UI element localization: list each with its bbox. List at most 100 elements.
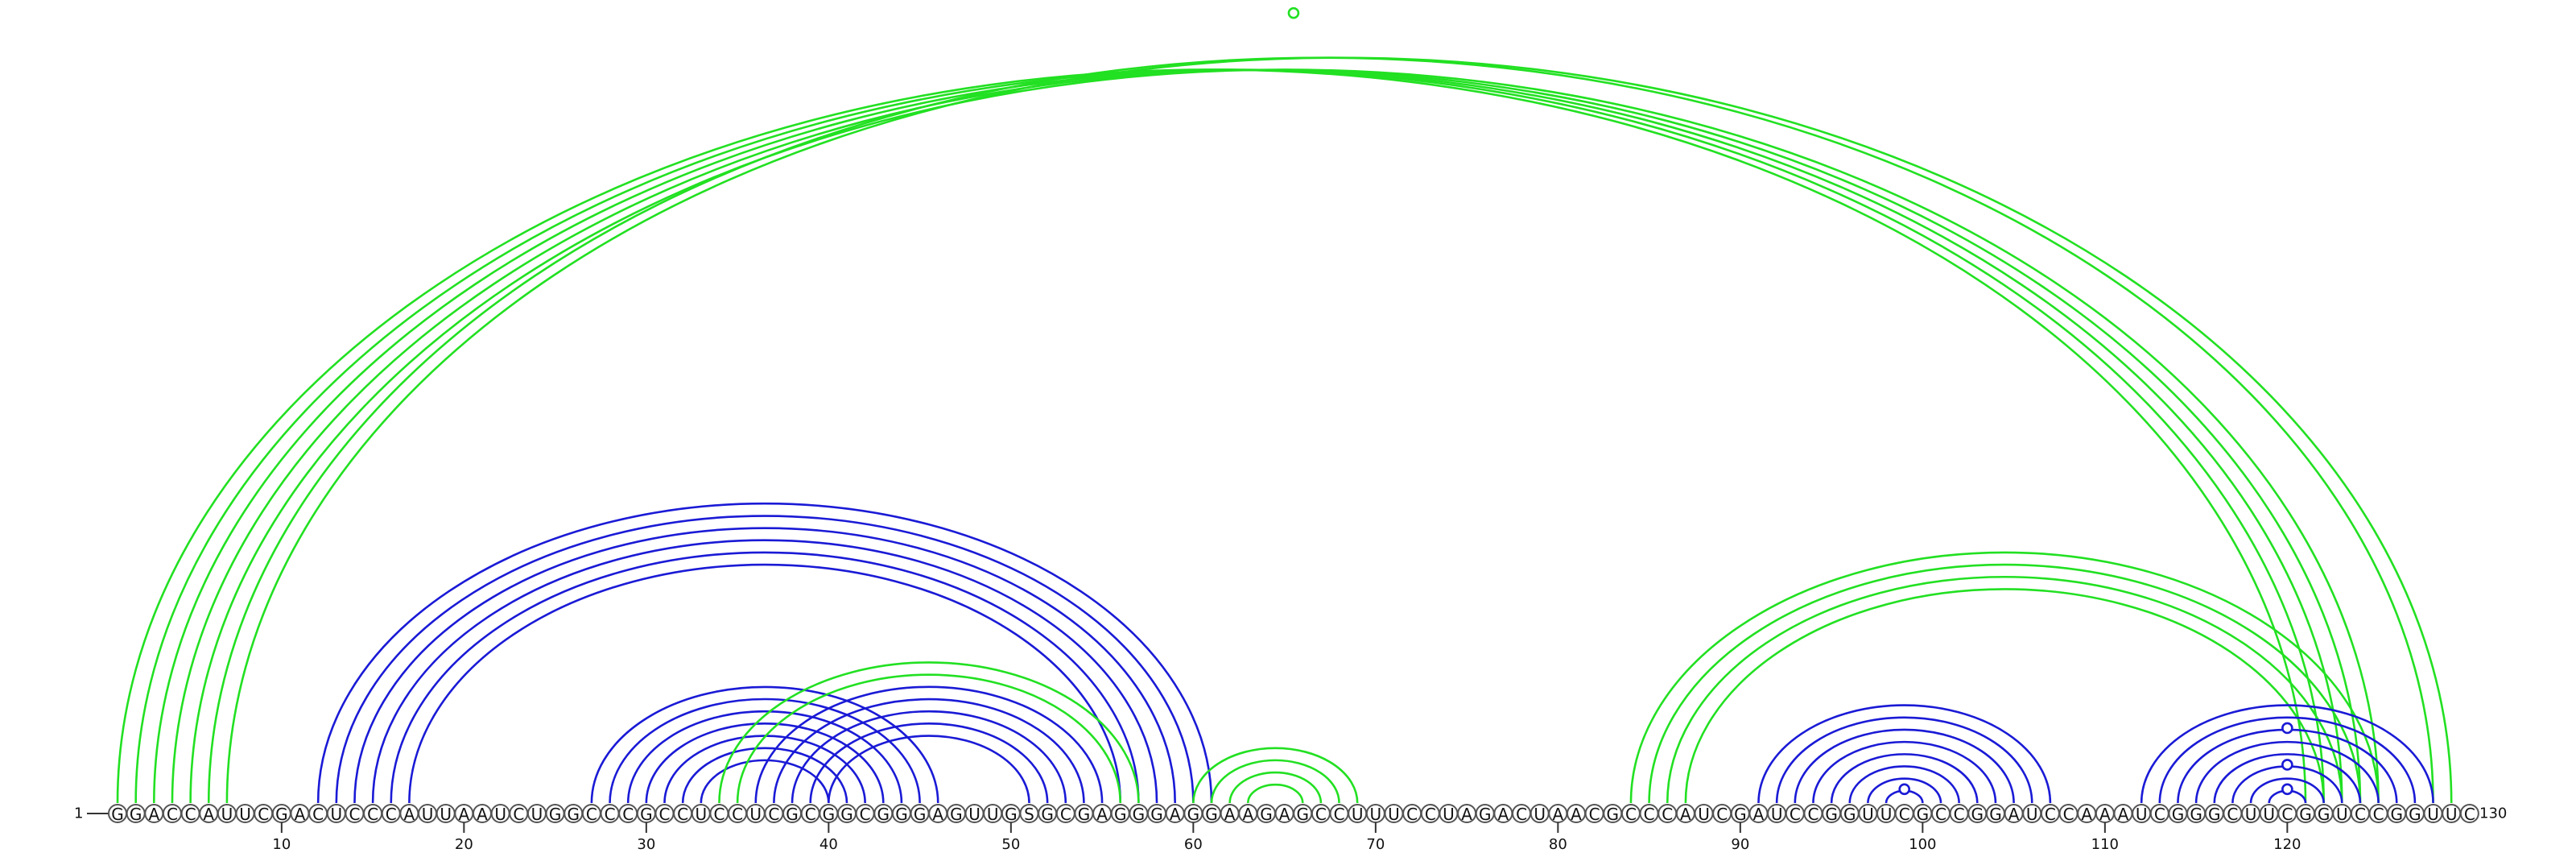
nucleotide: C — [1311, 804, 1331, 824]
nucleotide-letter: C — [1662, 805, 1673, 824]
nucleotide: G — [564, 804, 584, 824]
nucleotide-letter: C — [622, 805, 634, 824]
nucleotide-letter: G — [1133, 805, 1146, 824]
nucleotide: C — [308, 804, 328, 824]
base-pair-arc — [1794, 728, 2015, 804]
base-pair-arc — [1775, 716, 2033, 804]
nucleotide: A — [2077, 804, 2097, 824]
nucleotide-letter: C — [1954, 805, 1965, 824]
tick-label: 40 — [819, 836, 838, 853]
base-pair-arc — [2249, 777, 2325, 804]
nucleotide-letter: G — [1078, 805, 1091, 824]
nucleotide: G — [126, 804, 146, 824]
nucleotide-letter: C — [513, 805, 524, 824]
nucleotide: U — [526, 804, 547, 824]
nucleotide-letter: C — [1425, 805, 1436, 824]
nucleotide: C — [618, 804, 638, 824]
nucleotide-letter: C — [805, 805, 816, 824]
nucleotide-letter: C — [185, 805, 196, 824]
nucleotide: G — [1202, 804, 1221, 824]
nucleotide-letter: C — [1516, 805, 1527, 824]
nucleotide-letter: A — [203, 805, 214, 824]
nucleotide: C — [1329, 804, 1349, 824]
nucleotide-letter: C — [713, 805, 724, 824]
nucleotide-letter: C — [1807, 805, 1818, 824]
nucleotide-letter: C — [367, 805, 378, 824]
nucleotide-letter: A — [932, 805, 943, 824]
nucleotide: G — [1110, 804, 1130, 824]
loop-markers — [1287, 6, 2293, 796]
nucleotide-letter: G — [1205, 805, 1218, 824]
nucleotide: C — [363, 804, 383, 824]
nucleotide: A — [399, 804, 419, 824]
nucleotide: U — [326, 804, 346, 824]
nucleotide-letter: C — [677, 805, 688, 824]
base-pair-arc — [663, 735, 866, 804]
nucleotide: U — [235, 804, 255, 824]
nucleotide-letter: U — [2336, 805, 2348, 824]
nucleotide-letter: A — [1461, 805, 1472, 824]
nucleotide-letter: U — [1370, 805, 1382, 824]
loop-marker — [2281, 759, 2293, 771]
nucleotide: G — [1822, 804, 1842, 824]
nucleotide: U — [1876, 804, 1897, 824]
nucleotide: G — [891, 804, 911, 824]
base-pair-arc — [828, 735, 1030, 804]
tick-label: 60 — [1184, 836, 1203, 853]
nucleotide: A — [290, 804, 310, 824]
nucleotide-letter: U — [221, 805, 233, 824]
nucleotide-letter: G — [1297, 805, 1310, 824]
nucleotide: U — [2259, 804, 2279, 824]
nucleotide: C — [709, 804, 729, 824]
nucleotide: U — [2132, 804, 2152, 824]
base-pair-arc — [1867, 777, 1942, 804]
nucleotide-letter: C — [605, 805, 616, 824]
position-ticks: 10 20 30 40 50 60 70 80 90 100 110 120 — [272, 822, 2301, 853]
nucleotide-letter: C — [2281, 805, 2293, 824]
nucleotide: C — [1894, 804, 1914, 824]
nucleotide-letter: C — [312, 805, 324, 824]
nucleotide-letter: C — [1899, 805, 1910, 824]
nucleotide-letter: U — [2136, 805, 2148, 824]
nucleotide-letter: C — [167, 805, 178, 824]
nucleotide: A — [144, 804, 164, 824]
nucleotide-letter: U — [1534, 805, 1546, 824]
nucleotide: C — [2058, 804, 2079, 824]
base-pair-arc — [316, 502, 1213, 804]
nucleotide: C — [2350, 804, 2370, 824]
nucleotide-letter: U — [1698, 805, 1710, 824]
base-pair-arc — [1666, 575, 2343, 804]
nucleotide: G — [910, 804, 930, 824]
nucleotide-letter: G — [2409, 805, 2421, 824]
nucleotide-letter: G — [1005, 805, 1018, 824]
nucleotide: U — [1530, 804, 1550, 824]
nucleotide: C — [1402, 804, 1422, 824]
nucleotide-letter: U — [968, 805, 980, 824]
nucleotide: C — [509, 804, 529, 824]
nucleotide: C — [345, 804, 365, 824]
base-pair-arc — [609, 698, 921, 804]
nucleotide-letter: U — [1443, 805, 1455, 824]
nucleotide-letter: C — [2063, 805, 2074, 824]
nucleotide: G — [1293, 804, 1313, 824]
nucleotide: G — [2186, 804, 2207, 824]
nucleotide: G — [636, 804, 656, 824]
nucleotide-letter: G — [1607, 805, 1620, 824]
nucleotide-letter: C — [1589, 805, 1600, 824]
nucleotide: C — [1639, 804, 1659, 824]
nucleotide: G — [1183, 804, 1203, 824]
nucleotide-letter: U — [1771, 805, 1783, 824]
nucleotide: C — [162, 804, 182, 824]
base-pair-arc — [681, 747, 848, 804]
base-pair-arc — [1228, 771, 1323, 804]
nucleotide-letter: G — [568, 805, 580, 824]
nucleotide-letter: U — [2245, 805, 2257, 824]
nucleotide: U — [1439, 804, 1459, 824]
base-pair-arc — [116, 68, 2307, 804]
base-pair-arc — [773, 698, 1085, 804]
nucleotide: A — [1567, 804, 1586, 824]
base-pair-arc — [645, 722, 885, 804]
nucleotide: G — [1967, 804, 1988, 824]
nucleotide-letter: C — [2154, 805, 2165, 824]
